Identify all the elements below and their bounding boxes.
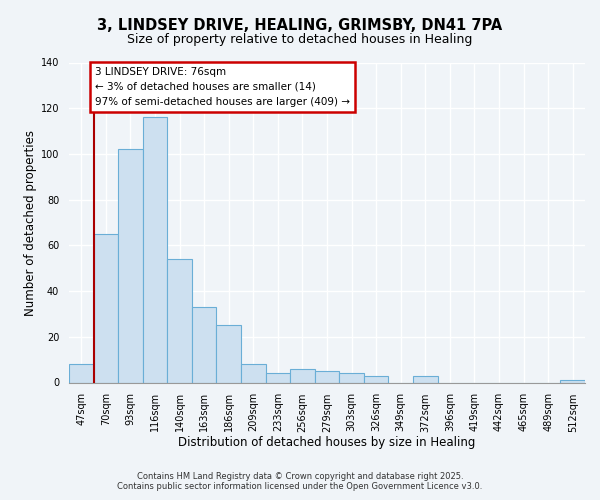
Bar [118, 150, 143, 382]
Bar [290, 369, 315, 382]
Bar [413, 376, 437, 382]
Bar [167, 259, 192, 382]
Bar [94, 234, 118, 382]
Y-axis label: Number of detached properties: Number of detached properties [23, 130, 37, 316]
Bar [143, 118, 167, 382]
Bar [339, 374, 364, 382]
Bar [69, 364, 94, 382]
Bar [364, 376, 388, 382]
Text: Size of property relative to detached houses in Healing: Size of property relative to detached ho… [127, 32, 473, 46]
Bar [315, 371, 339, 382]
Text: Contains HM Land Registry data © Crown copyright and database right 2025.: Contains HM Land Registry data © Crown c… [137, 472, 463, 481]
Text: Contains public sector information licensed under the Open Government Licence v3: Contains public sector information licen… [118, 482, 482, 491]
Bar [560, 380, 585, 382]
Bar [266, 374, 290, 382]
Bar [217, 326, 241, 382]
Text: 3, LINDSEY DRIVE, HEALING, GRIMSBY, DN41 7PA: 3, LINDSEY DRIVE, HEALING, GRIMSBY, DN41… [97, 18, 503, 32]
Bar [192, 307, 217, 382]
Text: 3 LINDSEY DRIVE: 76sqm
← 3% of detached houses are smaller (14)
97% of semi-deta: 3 LINDSEY DRIVE: 76sqm ← 3% of detached … [95, 67, 350, 106]
Bar [241, 364, 266, 382]
X-axis label: Distribution of detached houses by size in Healing: Distribution of detached houses by size … [178, 436, 476, 449]
